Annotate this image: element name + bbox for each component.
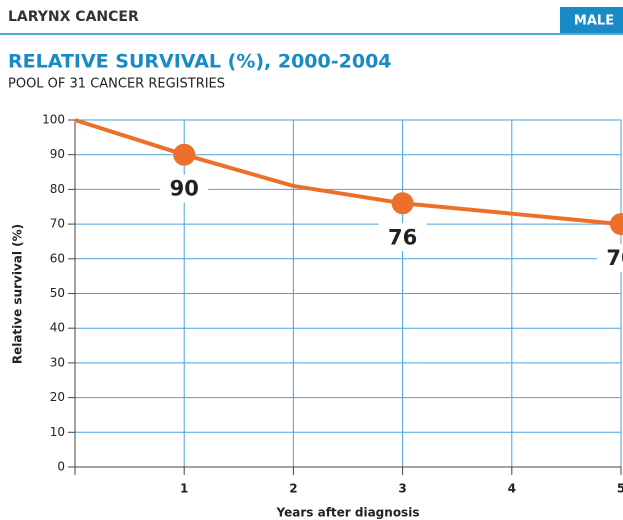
x-axis-label: Years after diagnosis bbox=[276, 506, 420, 520]
data-label: 76 bbox=[388, 225, 417, 249]
x-tick-label: 2 bbox=[289, 482, 297, 496]
badge-bg bbox=[560, 7, 623, 33]
line bbox=[74, 118, 622, 227]
data-label: 90 bbox=[170, 177, 199, 201]
y-tick-label: 90 bbox=[50, 147, 65, 161]
point bbox=[610, 213, 623, 236]
label-bg bbox=[160, 174, 209, 203]
y-tick-label: 80 bbox=[50, 182, 65, 196]
x-tick-label: 1 bbox=[180, 482, 188, 496]
chart-title: RELATIVE SURVIVAL (%), 2000-2004 bbox=[8, 51, 392, 73]
x-tick-label: 3 bbox=[398, 482, 406, 496]
y-tick-label: 0 bbox=[57, 460, 65, 474]
point bbox=[391, 192, 414, 215]
y-tick-label: 20 bbox=[50, 390, 65, 404]
y-tick-label: 10 bbox=[50, 425, 65, 439]
y-tick-label: 100 bbox=[42, 113, 65, 127]
y-tick-label: 40 bbox=[50, 321, 65, 335]
chart-subtitle: POOL OF 31 CANCER REGISTRIES bbox=[8, 77, 225, 92]
y-tick-label: 60 bbox=[50, 251, 65, 265]
x-tick-label: 5 bbox=[617, 482, 623, 496]
y-tick-label: 50 bbox=[50, 286, 65, 300]
data-label: 70 bbox=[606, 246, 623, 270]
y-tick-label: 70 bbox=[50, 217, 65, 231]
y-axis-label: Relative survival (%) bbox=[11, 224, 25, 364]
point bbox=[173, 143, 196, 166]
label-bg bbox=[378, 223, 427, 252]
y-tick-label: 30 bbox=[50, 355, 65, 369]
label-bg bbox=[597, 244, 623, 273]
header-badge: MALE bbox=[574, 14, 614, 29]
header-title: LARYNX CANCER bbox=[8, 9, 139, 25]
x-tick-label: 4 bbox=[508, 482, 516, 496]
